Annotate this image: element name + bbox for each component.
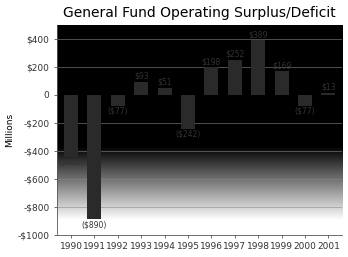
Y-axis label: Millions: Millions <box>6 113 15 147</box>
Text: ($442): ($442) <box>58 158 84 167</box>
Bar <box>181 95 195 129</box>
Text: $169: $169 <box>272 61 291 70</box>
Bar <box>322 93 335 95</box>
Text: $93: $93 <box>134 72 149 81</box>
Title: General Fund Operating Surplus/Deficit: General Fund Operating Surplus/Deficit <box>63 6 336 20</box>
Bar <box>64 95 78 157</box>
Text: ($242): ($242) <box>175 130 201 139</box>
Text: ($77): ($77) <box>108 107 128 116</box>
Text: $51: $51 <box>157 78 172 87</box>
Bar <box>158 88 172 95</box>
Text: ($77): ($77) <box>295 107 315 116</box>
Bar <box>134 82 148 95</box>
Text: ($890): ($890) <box>82 221 107 230</box>
Bar <box>298 95 312 106</box>
Bar <box>204 67 219 95</box>
Text: $252: $252 <box>225 50 244 59</box>
Bar <box>111 95 125 106</box>
Bar <box>87 95 101 219</box>
Text: $198: $198 <box>202 57 221 66</box>
Bar <box>275 71 288 95</box>
Text: $13: $13 <box>321 83 336 92</box>
Text: $389: $389 <box>248 30 268 39</box>
Bar <box>228 60 242 95</box>
Bar <box>251 40 265 95</box>
